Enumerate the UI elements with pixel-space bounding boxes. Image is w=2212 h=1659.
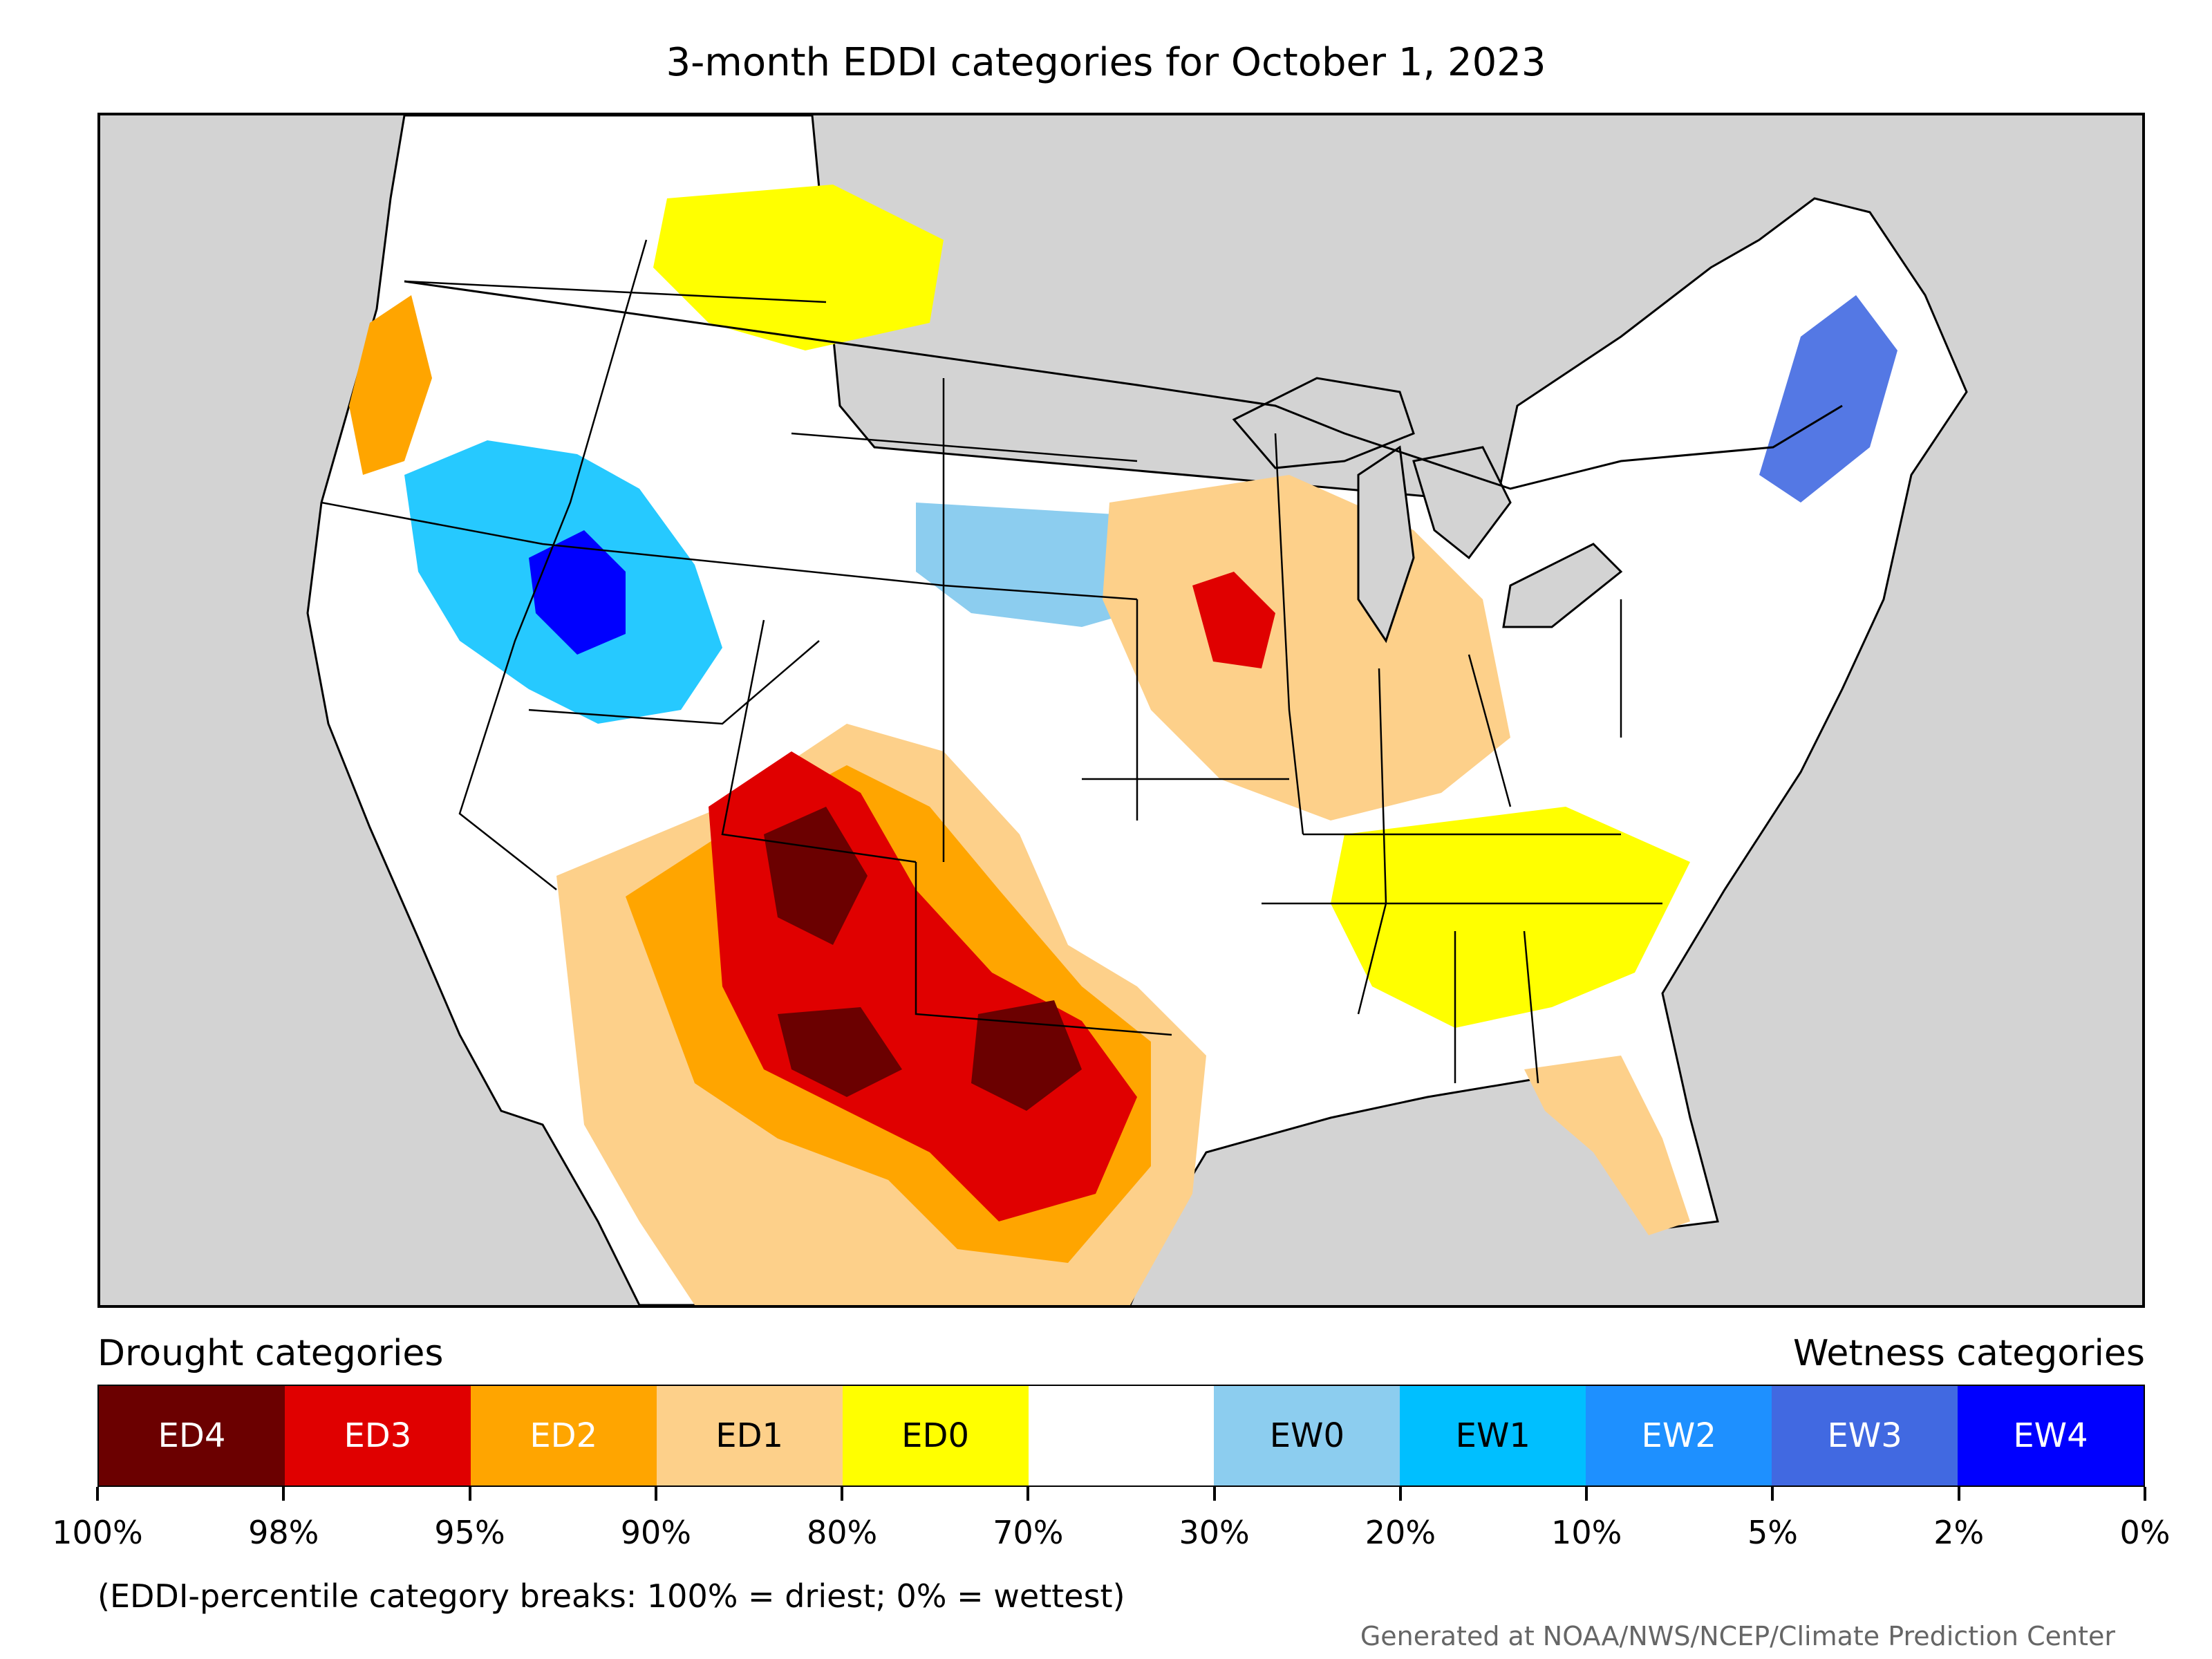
drought-ed0-north (653, 185, 944, 350)
colorbar: ED4 ED3 ED2 ED1 ED0 EW0 EW1 EW2 EW3 EW4 (97, 1385, 2145, 1487)
colorbar-tick (1398, 1487, 1402, 1501)
legend-swatch-ed1: ED1 (656, 1386, 843, 1485)
colorbar-tick (1771, 1487, 1774, 1501)
colorbar-tick-label: 5% (1747, 1514, 1798, 1551)
state-boundaries (321, 239, 1662, 1084)
drought-ed4-core (764, 807, 1082, 1111)
category-note: (EDDI-percentile category breaks: 100% =… (97, 1577, 1125, 1615)
colorbar-tick (1027, 1487, 1030, 1501)
colorbar-ticks (96, 1487, 2146, 1501)
wetness-heading: Wetness categories (1793, 1333, 2145, 1374)
canada-border (404, 280, 1843, 490)
wet-region-northeast (1759, 295, 1897, 503)
map-title: 3-month EDDI categories for October 1, 2… (666, 40, 1546, 85)
colorbar-tick (841, 1487, 844, 1501)
colorbar-tick-label: 100% (52, 1514, 143, 1551)
colorbar-tick (1957, 1487, 1960, 1501)
drought-ed2-pacific-nw (349, 295, 432, 475)
colorbar-tick-label: 2% (1933, 1514, 1985, 1551)
colorbar-tick-label: 80% (806, 1514, 878, 1551)
drought-ed1-florida (1524, 1056, 1690, 1235)
colorbar-tick-label: 0% (2119, 1514, 2171, 1551)
very-wet-core (529, 530, 626, 655)
legend-swatch-ew4: EW4 (1958, 1386, 2144, 1485)
colorbar-tick-label: 95% (434, 1514, 505, 1551)
legend-swatch-ed2: ED2 (470, 1386, 657, 1485)
drought-heading: Drought categories (97, 1333, 444, 1374)
legend-swatch-ew3: EW3 (1772, 1386, 1958, 1485)
colorbar-tick-label: 90% (620, 1514, 691, 1551)
eddi-map (306, 115, 1968, 1305)
colorbar-tick (1212, 1487, 1216, 1501)
colorbar-tick-label: 30% (1179, 1514, 1250, 1551)
colorbar-tick-label: 20% (1365, 1514, 1436, 1551)
legend-swatch-ed0: ED0 (842, 1386, 1029, 1485)
great-lakes (1232, 377, 1623, 644)
drought-ed3-iowa (1192, 572, 1275, 668)
legend-swatch-ew0: EW0 (1214, 1386, 1400, 1485)
colorbar-tick-label: 70% (993, 1514, 1064, 1551)
colorbar-tick (282, 1487, 285, 1501)
legend-swatch-neutral (1028, 1386, 1215, 1485)
colorbar-tick (1585, 1487, 1588, 1501)
legend-swatch-ew1: EW1 (1400, 1386, 1586, 1485)
colorbar-tick (654, 1487, 657, 1501)
drought-ed0-southeast (1331, 807, 1690, 1028)
credit-line: Generated at NOAA/NWS/NCEP/Climate Predi… (1360, 1621, 2115, 1651)
legend-swatch-ew2: EW2 (1586, 1386, 1772, 1485)
map-panel (97, 113, 2145, 1308)
colorbar-tick-label: 98% (248, 1514, 319, 1551)
colorbar-tick (2144, 1487, 2146, 1501)
legend-swatch-ed3: ED3 (284, 1386, 471, 1485)
colorbar-tick (468, 1487, 471, 1501)
colorbar-tick (96, 1487, 99, 1501)
legend-swatch-ed4: ED4 (99, 1386, 285, 1485)
colorbar-tick-label: 10% (1551, 1514, 1622, 1551)
